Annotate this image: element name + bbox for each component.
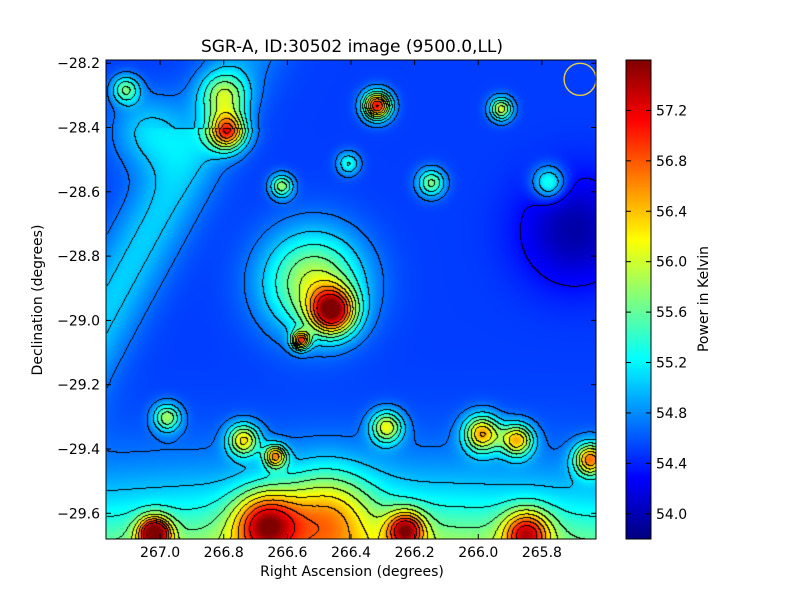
x-tick-label: 266.6	[267, 545, 307, 561]
x-tick-label: 266.4	[331, 545, 371, 561]
y-axis-label: Declination (degrees)	[30, 225, 46, 376]
colorbar-tick-label: 56.0	[656, 255, 687, 271]
x-axis-label: Right Ascension (degrees)	[260, 564, 444, 580]
y-tick-label: −29.6	[57, 506, 100, 522]
colorbar-ticks: 54.0 54.4 54.8 55.2 55.6 56.0 56.4 56.8 57.2	[626, 103, 687, 523]
x-tick-label: 267.0	[140, 545, 180, 561]
x-tick-label: 266.0	[458, 545, 498, 561]
colorbar-tick-label: 55.6	[656, 305, 687, 321]
y-tick-label: −28.2	[57, 56, 100, 72]
y-tick-label: −28.8	[57, 249, 100, 265]
colorbar-tick-label: 54.0	[656, 507, 687, 523]
y-tick-label: −29.2	[57, 378, 100, 394]
x-tick-label: 266.2	[395, 545, 435, 561]
x-tick-label: 266.8	[204, 545, 244, 561]
y-tick-label: −29.4	[57, 442, 100, 458]
colorbar-outline	[625, 59, 652, 540]
colorbar-tick-label: 56.4	[656, 204, 687, 220]
x-tick-label: 265.8	[522, 545, 562, 561]
heatmap-canvas	[106, 60, 596, 539]
y-tick-label: −29.0	[57, 313, 100, 329]
colorbar-tick-label: 55.2	[656, 356, 687, 372]
colorbar-label: Power in Kelvin	[696, 246, 712, 352]
colorbar-tick-label: 54.8	[656, 406, 687, 422]
y-axis-ticks: −28.2 −28.4 −28.6 −28.8 −29.0 −29.2 −29.4 −29.6	[57, 56, 596, 522]
y-tick-label: −28.4	[57, 121, 100, 137]
colorbar-frame	[626, 60, 651, 539]
x-axis-ticks: 267.0 266.8 266.6 266.4 266.2 266.0 265.8	[140, 60, 562, 561]
chart-title: SGR-A, ID:30502 image (9500.0,LL)	[201, 37, 503, 57]
colorbar-tick-label: 54.4	[656, 456, 687, 472]
colorbar-tick-label: 57.2	[656, 103, 687, 119]
colorbar-canvas	[626, 60, 651, 539]
colorbar-tick-label: 56.8	[656, 154, 687, 170]
heatmap-image-frame	[106, 60, 596, 539]
y-tick-label: −28.6	[57, 185, 100, 201]
